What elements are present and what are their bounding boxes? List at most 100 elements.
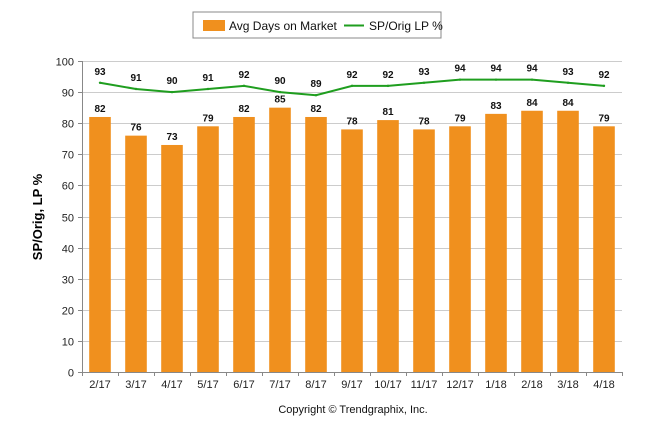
y-axis-label: SP/Orig, LP % (30, 173, 45, 260)
copyright: Copyright © Trendgraphix, Inc. (278, 404, 427, 416)
line-value-label: 92 (346, 70, 358, 81)
bar (377, 120, 399, 372)
x-tick-label: 4/18 (593, 379, 614, 391)
line-value-label: 91 (202, 73, 214, 84)
line-value-label: 89 (310, 79, 322, 90)
line-value-label: 94 (526, 64, 538, 75)
line-point (278, 90, 282, 94)
line-value-label: 91 (130, 73, 142, 84)
bar (593, 126, 615, 372)
y-tick-label: 90 (62, 88, 74, 100)
y-tick-label: 70 (62, 150, 74, 162)
line-value-label: 92 (238, 70, 250, 81)
x-tick-label: 5/17 (197, 379, 218, 391)
x-tick-label: 1/18 (485, 379, 506, 391)
y-tick-label: 10 (62, 337, 74, 349)
line-point (98, 81, 102, 84)
bar (305, 116, 327, 372)
bar-value-label: 73 (166, 132, 178, 143)
legend: Avg Days on Market SP/Orig LP % (192, 11, 443, 39)
line-point (314, 94, 318, 97)
y-tick-label: 40 (62, 244, 74, 256)
line-value-label: 92 (598, 70, 610, 81)
x-tick-label: 8/17 (305, 379, 326, 391)
x-tick-label: 11/17 (411, 379, 438, 391)
x-tick-label: 2/17 (89, 379, 110, 391)
bar-value-label: 82 (310, 104, 322, 115)
bar-value-label: 79 (454, 113, 466, 124)
x-axis-ticks: 2/17 3/17 4/17 5/17 6/17 7/17 8/17 9/17 10/17 11/… (82, 372, 623, 391)
x-tick-label: 10/17 (374, 379, 402, 391)
legend-bar-label: Avg Days on Market (229, 19, 337, 33)
x-tick-label: 2/18 (521, 379, 542, 391)
line-value-label: 90 (274, 76, 286, 87)
line-point (242, 84, 246, 88)
bars (89, 107, 615, 373)
bar-value-label: 83 (490, 101, 502, 112)
legend-bar-swatch (203, 20, 225, 31)
line-value-label: 93 (562, 67, 574, 78)
bar (125, 135, 147, 372)
bar-value-label: 84 (562, 98, 574, 109)
line-point (350, 84, 354, 88)
x-tick-label: 3/17 (125, 379, 146, 391)
line-point (206, 87, 210, 91)
y-tick-label: 80 (62, 119, 74, 131)
line-point (602, 84, 606, 88)
y-tick-label: 60 (62, 181, 74, 193)
y-axis-ticks: 0 10 20 30 40 50 60 70 80 90 100 (56, 57, 82, 380)
line-series (98, 78, 606, 97)
line-value-label: 94 (490, 64, 502, 75)
bar-value-label: 78 (418, 116, 430, 127)
bar-value-label: 84 (526, 98, 538, 109)
x-tick-label: 12/17 (446, 379, 474, 391)
bar (449, 126, 471, 372)
bar-value-label: 82 (238, 104, 250, 115)
bar (89, 116, 111, 372)
bar (197, 126, 219, 372)
bar-value-label: 79 (598, 113, 610, 124)
line-point (530, 78, 534, 81)
y-tick-label: 50 (62, 213, 74, 225)
bar-value-label: 81 (382, 107, 394, 118)
bar-value-label: 79 (202, 113, 214, 124)
bar (269, 107, 291, 373)
bar (521, 110, 543, 372)
bar (233, 116, 255, 372)
line-point (494, 78, 498, 81)
bar (485, 113, 507, 373)
line-point (422, 81, 426, 84)
bar-value-label: 85 (274, 95, 286, 106)
line-value-label: 90 (166, 76, 178, 87)
x-tick-label: 6/17 (233, 379, 254, 391)
x-tick-label: 4/17 (161, 379, 182, 391)
line-point (134, 87, 138, 91)
bar (341, 129, 363, 372)
bar (413, 129, 435, 372)
line-point (566, 81, 570, 84)
y-tick-label: 20 (62, 306, 74, 318)
x-tick-label: 9/17 (341, 379, 362, 391)
x-tick-label: 7/17 (269, 379, 290, 391)
bar (557, 110, 579, 372)
x-tick-label: 3/18 (557, 379, 578, 391)
line-value-label: 92 (382, 70, 394, 81)
bar-labels: 82 76 73 79 82 85 82 78 81 78 79 83 84 84 79 (94, 95, 610, 143)
y-tick-label: 30 (62, 275, 74, 287)
bar (161, 144, 183, 372)
y-tick-label: 100 (56, 57, 74, 69)
line-point (386, 84, 390, 88)
line-value-label: 93 (94, 67, 106, 78)
bar-value-label: 76 (130, 123, 142, 134)
line-labels: 93 91 90 91 92 90 89 92 92 93 94 94 94 93 92 (94, 64, 610, 91)
legend-line-label: SP/Orig LP % (369, 19, 443, 33)
line-point (170, 90, 174, 94)
line-value-label: 93 (418, 67, 430, 78)
line-point (458, 78, 462, 81)
bar-value-label: 78 (346, 116, 358, 127)
y-tick-label: 0 (68, 368, 74, 380)
legend-box (192, 11, 442, 39)
line-value-label: 94 (454, 64, 466, 75)
bar-value-label: 82 (94, 104, 106, 115)
